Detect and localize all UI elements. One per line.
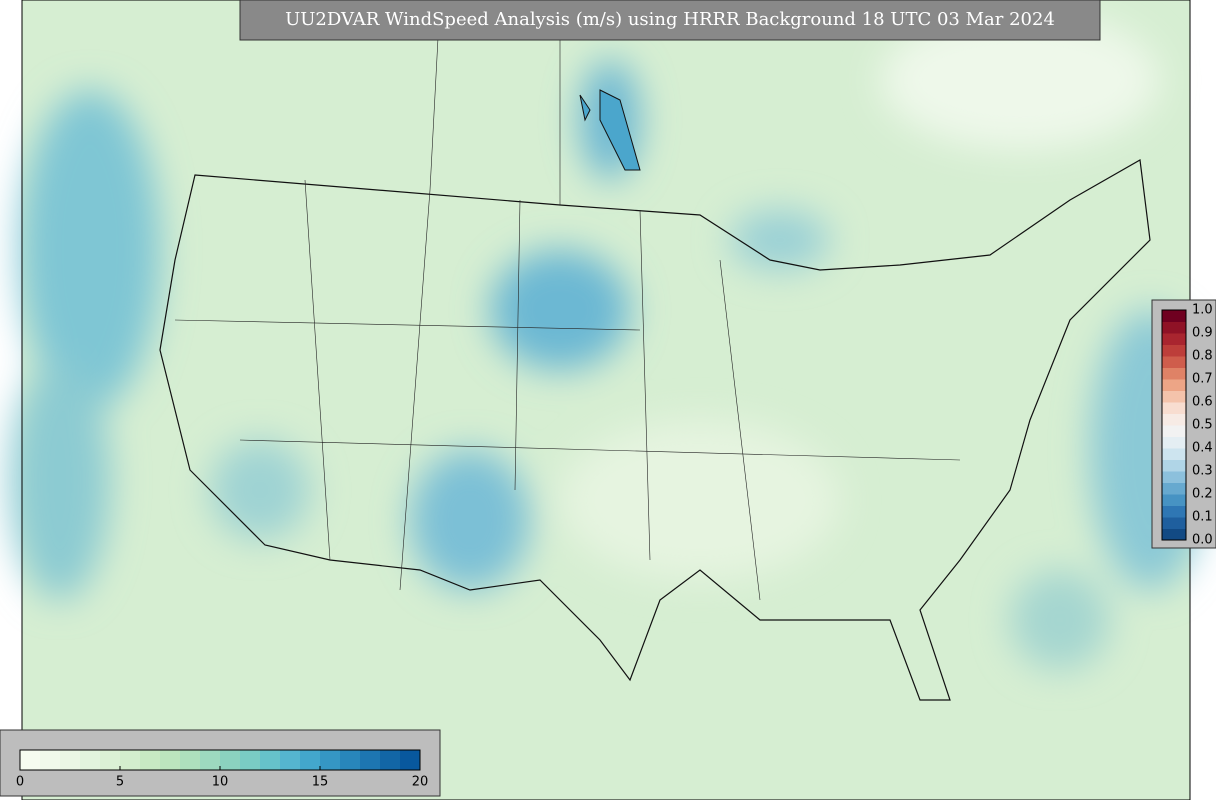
borders [174,0,961,601]
color-segment [80,750,101,770]
color-segment [100,750,121,770]
color-segment [1162,356,1186,368]
color-segment [1162,517,1186,529]
color-segment [220,750,241,770]
tick-label: 15 [312,775,329,790]
color-segment [240,750,261,770]
title: UU2DVAR WindSpeed Analysis (m/s) using H… [285,9,1055,30]
title-box [239,0,1101,41]
tick-label: 0.4 [1192,441,1213,456]
color-segment [1162,310,1186,322]
wind-colorbar: 0 5 10 15 20 [16,749,429,790]
color-segment [40,750,61,770]
coastline [159,159,1151,701]
color-segment [1162,413,1186,426]
tick-label: 0.5 [1192,418,1213,433]
color-segment [1162,344,1186,357]
tick-label: 0.9 [1192,326,1213,341]
color-segment [1162,390,1186,403]
color-segment [1162,528,1186,541]
tick-label: 0 [16,775,24,790]
colorbar-outline [1161,309,1187,541]
tick-label: 0.1 [1192,510,1213,525]
color-segment [1162,367,1186,380]
tick-label: 0.8 [1192,349,1213,364]
color-segment [120,750,141,770]
tick-label: 0.0 [1192,533,1213,548]
color-segment [280,750,301,770]
tick-label: 0.7 [1192,372,1213,387]
color-segment [1162,505,1186,518]
tick-label: 0.3 [1192,464,1213,479]
tick-label: 0.2 [1192,487,1213,502]
color-segment [300,750,321,770]
color-segment [1162,471,1186,483]
color-segment [1162,494,1186,506]
color-segment [1162,436,1186,449]
color-segment [260,750,281,770]
color-segment [1162,321,1186,334]
tick-label: 1.0 [1192,303,1213,318]
lakes [579,89,641,171]
color-segment [160,750,181,770]
color-segment [1162,482,1186,495]
color-segment [140,750,161,770]
color-segment [1162,425,1186,437]
color-segment [340,750,361,770]
tick-label: 5 [116,775,124,790]
color-segment [380,750,401,770]
tick-label: 10 [212,775,229,790]
color-segment [1162,459,1186,472]
tick-label: 0.6 [1192,395,1213,410]
color-segment [400,750,421,770]
color-segment [1162,379,1186,391]
color-segment [200,750,221,770]
color-segment [1162,448,1186,460]
color-segment [20,750,41,770]
color-segment [180,750,201,770]
color-segment [320,750,341,770]
tick-label: 20 [412,775,429,790]
color-segment [60,750,81,770]
color-segment [360,750,381,770]
color-segment [1162,333,1186,345]
ratio-colorbar: 0.0 0.1 0.2 0.3 0.4 0.5 0.6 0.7 0.8 0.9 1.0 [1161,303,1213,548]
color-segment [1162,402,1186,414]
